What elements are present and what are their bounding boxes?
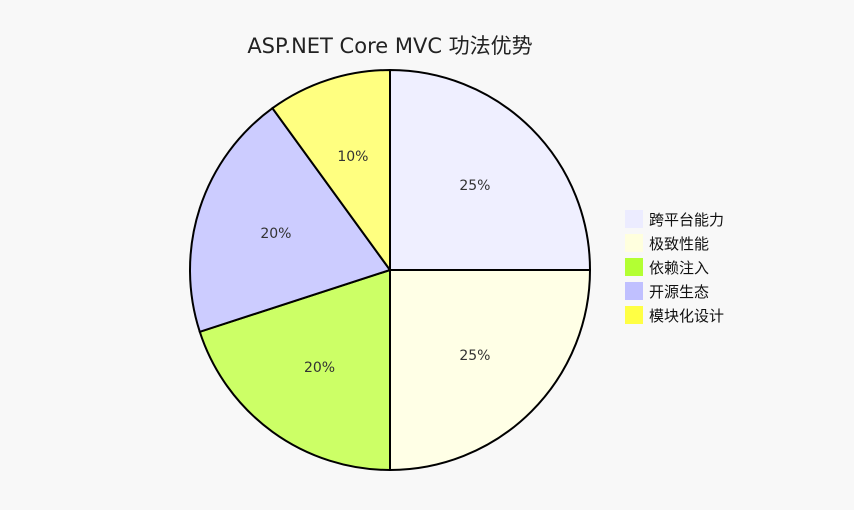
pie-slice-3: [198, 268, 391, 472]
legend-label: 极致性能: [649, 235, 709, 253]
legend-label: 跨平台能力: [649, 211, 724, 229]
slice-percent-label: 20%: [260, 226, 291, 242]
legend-swatch: [625, 282, 643, 300]
pie-slice-labels: 25% 25% 20% 20% 10%: [260, 149, 490, 376]
legend-swatch: [625, 234, 643, 252]
chart-title: ASP.NET Core MVC 功法优势: [247, 34, 532, 58]
legend-swatch: [625, 306, 643, 324]
slice-percent-label: 10%: [337, 149, 368, 165]
legend-label: 模块化设计: [649, 307, 724, 325]
legend-swatch: [625, 210, 643, 228]
pie-slices: [189, 68, 592, 472]
pie-slice-4: [189, 106, 392, 334]
slice-percent-label: 25%: [459, 178, 490, 194]
slice-percent-label: 25%: [459, 348, 490, 364]
legend-swatch: [625, 258, 643, 276]
legend-label: 开源生态: [649, 283, 709, 301]
legend-label: 依赖注入: [649, 259, 709, 277]
pie-slice-5: [271, 68, 391, 274]
pie-slice-1: [389, 68, 592, 271]
slice-percent-label: 20%: [304, 360, 335, 376]
pie-slice-2: [389, 269, 592, 472]
